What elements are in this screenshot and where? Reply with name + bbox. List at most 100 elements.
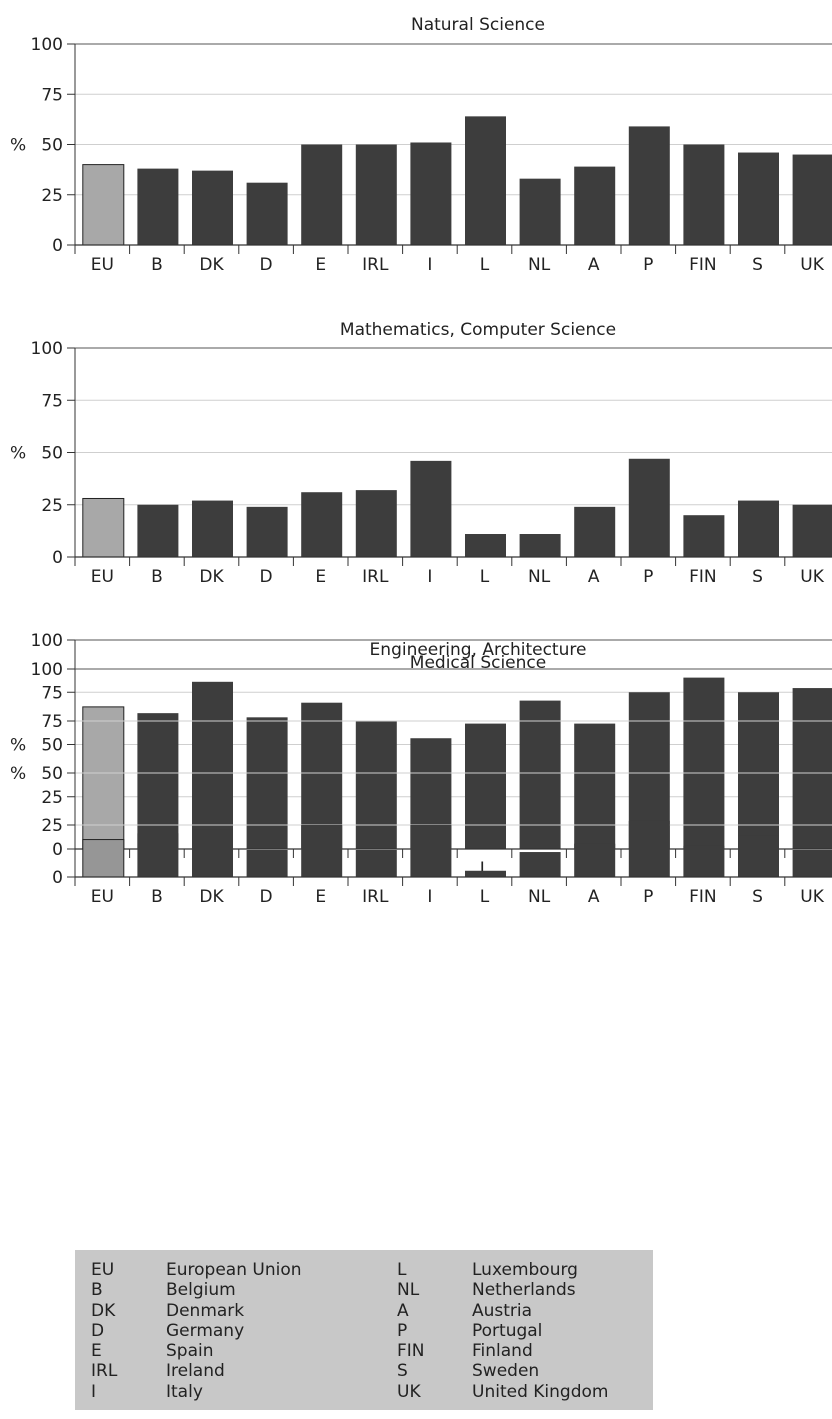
bar-a: [574, 506, 616, 557]
x-tick-label: FIN: [689, 887, 717, 907]
x-tick-label: S: [752, 887, 763, 907]
y-tick-label: 0: [52, 548, 63, 568]
legend-code: I: [91, 1381, 97, 1402]
legend-item: E Spain: [91, 1341, 302, 1361]
bar-l: [465, 870, 506, 877]
legend-code: D: [91, 1320, 105, 1341]
charts-canvas: 0 25 50 75 100% Natural Science EU B DK D E IRL I L NL…: [10, 15, 832, 907]
x-tick-label: D: [260, 887, 273, 907]
legend-country: Austria: [472, 1300, 533, 1321]
legend-country: United Kingdom: [472, 1381, 609, 1402]
x-tick-label: NL: [528, 255, 551, 275]
x-tick-label: UK: [800, 887, 824, 907]
legend-item: UK United Kingdom: [397, 1382, 608, 1402]
bar-l: [465, 116, 506, 245]
chart-title: Engineering, Architecture: [370, 640, 587, 660]
legend-column-left: EU European Union B Belgium DK Denmark D Ger…: [91, 1260, 302, 1402]
y-tick-label: 0: [52, 236, 63, 256]
bar-a: [574, 166, 616, 245]
bar-nl: [519, 534, 561, 557]
bar-d: [246, 506, 288, 557]
x-tick-label: A: [588, 567, 600, 587]
x-tick-label: DK: [199, 567, 224, 587]
x-tick-label: DK: [199, 255, 224, 275]
bar-eu: [82, 839, 125, 878]
bar-e: [301, 144, 343, 245]
legend-country: Sweden: [472, 1361, 540, 1382]
legend-code: NL: [397, 1280, 420, 1301]
legend-item: D Germany: [91, 1321, 302, 1341]
bar-b: [137, 713, 179, 849]
bar-a: [574, 843, 616, 877]
bar-b: [137, 833, 179, 877]
legend-code: EU: [91, 1260, 115, 1280]
y-tick-label: 25: [41, 186, 63, 206]
x-tick-label: NL: [528, 567, 551, 587]
legend-code: IRL: [91, 1361, 118, 1382]
x-tick-label: L: [480, 859, 490, 879]
y-tick-label: 75: [41, 712, 63, 732]
bar-dk: [192, 170, 233, 245]
y-axis-label: %: [10, 444, 26, 464]
legend-code: S: [397, 1361, 408, 1382]
x-tick-label: P: [643, 887, 653, 907]
bar-dk: [192, 500, 233, 557]
bar-d: [246, 849, 288, 877]
chart-panel-4: 0 25 50 75 100% Engineering, Architecture EU B D…: [10, 640, 832, 907]
bar-p: [628, 820, 670, 877]
y-tick-label: 25: [41, 496, 63, 516]
x-tick-label: D: [260, 255, 273, 275]
legend-item: A Austria: [397, 1301, 608, 1321]
x-tick-label: L: [480, 567, 490, 587]
legend-country: Italy: [166, 1381, 203, 1402]
y-axis-label: %: [10, 136, 26, 156]
bar-fin: [683, 677, 725, 849]
bar-i: [410, 460, 452, 557]
x-tick-label: D: [260, 567, 273, 587]
legend-country: Germany: [166, 1320, 245, 1341]
bar-d: [246, 182, 288, 245]
bar-uk: [792, 688, 832, 849]
legend-item: B Belgium: [91, 1280, 302, 1300]
bar-fin: [683, 845, 725, 877]
y-tick-label: 50: [41, 736, 63, 756]
bar-eu: [82, 164, 125, 246]
bar-dk: [192, 681, 233, 849]
y-tick-label: 100: [31, 35, 63, 55]
y-tick-label: 75: [41, 85, 63, 105]
legend-code: DK: [91, 1300, 116, 1321]
legend-code: A: [397, 1300, 409, 1321]
y-tick-label: 100: [31, 660, 63, 680]
y-tick-label: 25: [41, 788, 63, 808]
y-tick-label: 0: [52, 840, 63, 860]
legend-item: P Portugal: [397, 1321, 608, 1341]
y-axis-label: %: [10, 736, 26, 756]
legend-item: FIN Finland: [397, 1341, 608, 1361]
x-tick-label: A: [588, 887, 600, 907]
x-tick-label: FIN: [689, 567, 717, 587]
legend-country: Finland: [472, 1341, 533, 1362]
y-tick-label: 100: [31, 339, 63, 359]
legend-code: FIN: [397, 1341, 425, 1362]
x-tick-label: L: [480, 255, 490, 275]
bar-e: [301, 825, 343, 877]
x-tick-label: I: [427, 255, 432, 275]
x-tick-label: IRL: [362, 567, 389, 587]
legend-column-right: L Luxembourg NL Netherlands A Austria P Port…: [397, 1260, 608, 1402]
x-tick-label: IRL: [362, 255, 389, 275]
x-tick-label: EU: [91, 887, 114, 907]
country-legend: EU European Union B Belgium DK Denmark D Ger…: [75, 1250, 653, 1410]
chart-panel-2: 0 25 50 75 100% Mathematics, Computer Science…: [10, 320, 832, 587]
x-tick-label: P: [643, 255, 653, 275]
x-tick-label: B: [151, 255, 163, 275]
y-tick-label: 25: [41, 816, 63, 836]
x-tick-label: S: [752, 255, 763, 275]
bar-eu: [82, 497, 125, 558]
legend-code: B: [91, 1280, 103, 1301]
legend-country: Denmark: [166, 1300, 245, 1321]
legend-item: EU European Union: [91, 1260, 302, 1280]
legend-item: S Sweden: [397, 1361, 608, 1381]
bar-e: [301, 492, 343, 557]
legend-country: Belgium: [166, 1280, 236, 1301]
x-tick-label: B: [151, 567, 163, 587]
